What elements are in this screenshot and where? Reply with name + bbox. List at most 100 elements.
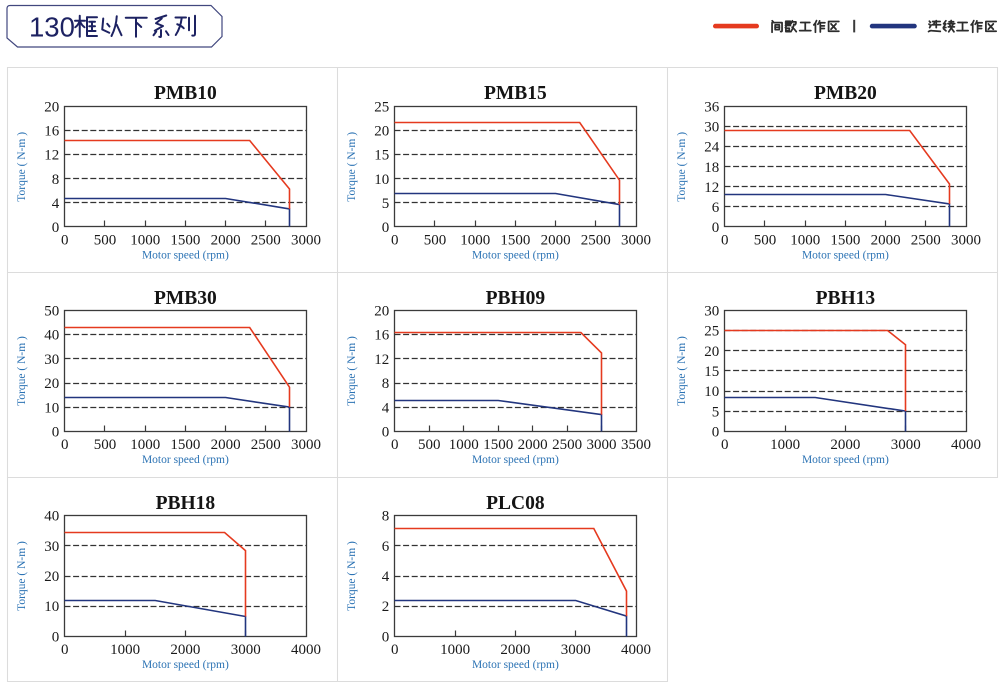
svg-text:500: 500 bbox=[424, 233, 447, 249]
svg-text:PBH18: PBH18 bbox=[156, 493, 216, 514]
svg-text:PMB30: PMB30 bbox=[154, 288, 217, 309]
svg-text:1000: 1000 bbox=[130, 233, 160, 249]
svg-text:500: 500 bbox=[94, 437, 117, 453]
svg-text:10: 10 bbox=[704, 384, 719, 400]
svg-text:Motor speed (rpm): Motor speed (rpm) bbox=[802, 250, 889, 262]
svg-text:500: 500 bbox=[418, 437, 441, 453]
svg-text:3500: 3500 bbox=[621, 437, 651, 453]
svg-text:24: 24 bbox=[704, 140, 720, 156]
svg-text:0: 0 bbox=[61, 642, 69, 658]
svg-text:5: 5 bbox=[712, 404, 720, 420]
svg-text:Motor speed (rpm): Motor speed (rpm) bbox=[142, 659, 229, 671]
svg-text:0: 0 bbox=[391, 437, 399, 453]
svg-text:0: 0 bbox=[712, 220, 720, 236]
svg-text:1000: 1000 bbox=[770, 437, 800, 453]
svg-text:0: 0 bbox=[52, 425, 60, 441]
svg-text:3000: 3000 bbox=[621, 233, 651, 249]
svg-text:1500: 1500 bbox=[483, 437, 513, 453]
svg-text:PBH13: PBH13 bbox=[816, 288, 876, 309]
svg-text:Torque ( N-m ): Torque ( N-m ) bbox=[16, 541, 28, 611]
svg-text:0: 0 bbox=[61, 233, 69, 249]
svg-text:3000: 3000 bbox=[231, 642, 261, 658]
svg-text:PMB10: PMB10 bbox=[154, 83, 217, 104]
svg-text:30: 30 bbox=[704, 304, 719, 320]
svg-text:8: 8 bbox=[382, 376, 390, 392]
svg-text:18: 18 bbox=[704, 160, 719, 176]
svg-text:Motor speed (rpm): Motor speed (rpm) bbox=[802, 454, 889, 466]
svg-text:1000: 1000 bbox=[790, 233, 820, 249]
svg-text:Motor speed (rpm): Motor speed (rpm) bbox=[142, 454, 229, 466]
svg-text:1500: 1500 bbox=[500, 233, 530, 249]
svg-text:30: 30 bbox=[44, 539, 59, 555]
svg-text:Torque ( N-m ): Torque ( N-m ) bbox=[676, 336, 688, 406]
svg-text:Motor speed (rpm): Motor speed (rpm) bbox=[472, 659, 559, 671]
svg-text:Torque ( N-m ): Torque ( N-m ) bbox=[346, 336, 358, 406]
svg-text:4000: 4000 bbox=[291, 642, 321, 658]
svg-text:20: 20 bbox=[704, 344, 719, 360]
svg-text:0: 0 bbox=[382, 425, 390, 441]
svg-text:20: 20 bbox=[44, 376, 59, 392]
svg-text:0: 0 bbox=[382, 630, 390, 646]
svg-text:4000: 4000 bbox=[621, 642, 651, 658]
svg-text:1000: 1000 bbox=[440, 642, 470, 658]
svg-text:Torque ( N-m ): Torque ( N-m ) bbox=[16, 132, 28, 202]
svg-text:0: 0 bbox=[61, 437, 69, 453]
svg-text:12: 12 bbox=[704, 180, 719, 196]
svg-text:4000: 4000 bbox=[951, 437, 981, 453]
svg-text:1000: 1000 bbox=[110, 642, 140, 658]
svg-text:2500: 2500 bbox=[911, 233, 941, 249]
svg-text:500: 500 bbox=[754, 233, 777, 249]
svg-text:0: 0 bbox=[721, 233, 729, 249]
svg-text:30: 30 bbox=[704, 120, 719, 136]
svg-text:25: 25 bbox=[374, 100, 389, 116]
svg-text:2000: 2000 bbox=[211, 437, 241, 453]
svg-text:20: 20 bbox=[374, 304, 389, 320]
svg-text:36: 36 bbox=[704, 100, 720, 116]
svg-text:2000: 2000 bbox=[518, 437, 548, 453]
svg-text:15: 15 bbox=[374, 148, 389, 164]
svg-text:3000: 3000 bbox=[561, 642, 591, 658]
svg-text:4: 4 bbox=[382, 400, 390, 416]
svg-text:20: 20 bbox=[44, 100, 59, 116]
svg-text:2000: 2000 bbox=[541, 233, 571, 249]
svg-text:3000: 3000 bbox=[587, 437, 617, 453]
svg-text:130: 130 bbox=[29, 12, 75, 43]
svg-text:0: 0 bbox=[721, 437, 729, 453]
svg-text:1000: 1000 bbox=[130, 437, 160, 453]
svg-text:50: 50 bbox=[44, 304, 59, 320]
svg-text:1000: 1000 bbox=[449, 437, 479, 453]
svg-text:4: 4 bbox=[382, 569, 390, 585]
svg-text:500: 500 bbox=[94, 233, 117, 249]
svg-text:2000: 2000 bbox=[500, 642, 530, 658]
svg-text:PMB20: PMB20 bbox=[814, 83, 877, 104]
svg-text:2: 2 bbox=[382, 599, 390, 615]
svg-text:0: 0 bbox=[391, 642, 399, 658]
svg-text:0: 0 bbox=[391, 233, 399, 249]
svg-text:2000: 2000 bbox=[211, 233, 241, 249]
svg-text:25: 25 bbox=[704, 324, 719, 340]
svg-text:1000: 1000 bbox=[460, 233, 490, 249]
svg-text:12: 12 bbox=[44, 148, 59, 164]
svg-text:15: 15 bbox=[704, 364, 719, 380]
svg-text:Torque ( N-m ): Torque ( N-m ) bbox=[16, 336, 28, 406]
svg-text:3000: 3000 bbox=[951, 233, 981, 249]
svg-text:PMB15: PMB15 bbox=[484, 83, 547, 104]
svg-text:PLC08: PLC08 bbox=[486, 493, 545, 514]
svg-text:Motor speed (rpm): Motor speed (rpm) bbox=[472, 454, 559, 466]
svg-text:2000: 2000 bbox=[871, 233, 901, 249]
svg-text:2000: 2000 bbox=[830, 437, 860, 453]
svg-text:10: 10 bbox=[44, 400, 59, 416]
svg-text:Motor speed (rpm): Motor speed (rpm) bbox=[142, 250, 229, 262]
svg-text:5: 5 bbox=[382, 196, 390, 212]
svg-text:0: 0 bbox=[382, 220, 390, 236]
svg-text:3000: 3000 bbox=[291, 233, 321, 249]
svg-text:12: 12 bbox=[374, 352, 389, 368]
svg-text:10: 10 bbox=[44, 599, 59, 615]
svg-text:0: 0 bbox=[52, 220, 60, 236]
svg-text:10: 10 bbox=[374, 172, 389, 188]
svg-text:0: 0 bbox=[52, 630, 60, 646]
svg-text:Motor speed (rpm): Motor speed (rpm) bbox=[472, 250, 559, 262]
svg-text:2500: 2500 bbox=[251, 233, 281, 249]
svg-text:0: 0 bbox=[712, 425, 720, 441]
svg-text:8: 8 bbox=[52, 172, 60, 188]
